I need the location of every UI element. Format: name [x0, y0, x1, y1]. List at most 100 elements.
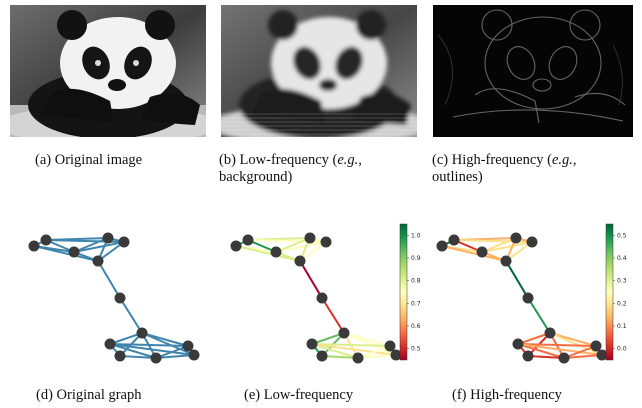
low-frequency-colorbar-label: 0.8 — [411, 278, 421, 285]
high-frequency-graph: 0.5 0.4 0.3 0.2 0.1 0.0 — [436, 223, 627, 364]
high-frequency-colorbar-label: 0.3 — [617, 278, 627, 285]
low-frequency-graph-node — [294, 255, 306, 267]
low-frequency-graph-node — [352, 352, 364, 364]
high-frequency-graph-edge — [517, 343, 597, 347]
original-graph-edge — [119, 297, 143, 334]
low-frequency-graph-node — [320, 236, 332, 248]
low-frequency-graph-edge — [311, 343, 397, 356]
original-graph-node — [102, 232, 114, 244]
original-graph-node — [150, 352, 162, 364]
high-frequency-graph-node — [500, 255, 512, 267]
caption-a: (a) Original image — [35, 152, 143, 168]
caption-b: (b) Low-frequency (e.g., background) — [219, 152, 431, 186]
caption-c-main: (c) High-frequency ( — [432, 152, 552, 168]
original-graph-node — [136, 327, 148, 339]
high-frequency-graph-node — [510, 232, 522, 244]
original-graph-edge — [119, 355, 157, 359]
original-graph-edge — [73, 241, 125, 253]
high-frequency-graph-edge — [441, 245, 507, 262]
original-graph-edge — [33, 245, 99, 262]
low-frequency-colorbar-label: 0.7 — [411, 300, 421, 307]
caption-c-tail: , — [572, 152, 577, 168]
high-frequency-graph-edge — [549, 332, 603, 356]
low-frequency-graph-edge — [311, 343, 359, 359]
original-graph-edge — [109, 332, 143, 345]
caption-d: (d) Original graph — [36, 387, 142, 403]
low-frequency-graph-edge — [357, 354, 397, 359]
caption-b-tail: , — [358, 152, 362, 168]
high-frequency-graph-edge — [505, 260, 529, 299]
high-frequency-graph-node — [526, 236, 538, 248]
original-graph — [28, 232, 200, 364]
high-frequency-graph-edge — [527, 355, 565, 359]
low-frequency-graph-edge — [321, 297, 345, 334]
high-frequency-graph-edge — [481, 241, 533, 253]
low-frequency-colorbar-label: 1.0 — [411, 232, 421, 239]
low-frequency-colorbar — [399, 223, 408, 361]
high-frequency-graph-edge — [517, 332, 551, 345]
low-frequency-graph-node — [304, 232, 316, 244]
high-frequency-graph-edge — [563, 345, 597, 359]
high-frequency-graph-node — [448, 234, 460, 246]
low-frequency-graph-node — [270, 246, 282, 258]
original-graph-node — [104, 338, 116, 350]
low-frequency-graph-edge — [343, 332, 397, 356]
high-frequency-graph-node — [596, 349, 608, 361]
low-frequency-graph: 1.0 0.9 0.8 0.7 0.6 0.5 — [230, 223, 421, 364]
original-graph-node — [68, 246, 80, 258]
caption-b-main: (b) Low-frequency ( — [219, 152, 338, 168]
original-graph-edge — [141, 332, 195, 356]
original-graph-edge — [155, 354, 195, 359]
caption-c-eg: e.g. — [551, 152, 573, 168]
original-graph-node — [188, 349, 200, 361]
low-frequency-colorbar-label: 0.6 — [411, 323, 421, 330]
high-frequency-colorbar-label: 0.1 — [617, 323, 627, 330]
low-frequency-colorbar-label: 0.9 — [411, 255, 421, 262]
caption-b-line2: background) — [219, 169, 293, 185]
caption-f: (f) High-frequency — [452, 387, 562, 403]
low-frequency-colorbar-label: 0.5 — [411, 346, 421, 353]
caption-c-line2: outlines) — [432, 169, 483, 185]
high-frequency-graph-node — [436, 240, 448, 252]
low-frequency-graph-edge — [275, 241, 327, 253]
original-graph-node — [40, 234, 52, 246]
original-image — [10, 5, 206, 137]
high-frequency-colorbar-label: 0.0 — [617, 346, 627, 353]
caption-c: (c) High-frequency (e.g., outlines) — [432, 152, 638, 186]
low-frequency-graph-edge — [321, 355, 359, 359]
caption-b-eg: e.g. — [337, 152, 359, 168]
original-graph-node — [28, 240, 40, 252]
high-frequency-colorbar-label: 0.5 — [617, 232, 627, 239]
high-frequency-colorbar-label: 0.4 — [617, 255, 627, 262]
low-frequency-graph-node — [316, 350, 328, 362]
low-frequency-graph-node — [338, 327, 350, 339]
original-graph-edge — [97, 260, 121, 299]
original-graph-edge — [155, 345, 189, 359]
original-graph-node — [118, 236, 130, 248]
low-frequency-graph-edge — [311, 332, 345, 345]
high-frequency-graph-node — [476, 246, 488, 258]
low-frequency-graph-edge — [235, 245, 301, 262]
high-frequency-graph-edge — [563, 354, 603, 359]
high-frequency-graph-node — [558, 352, 570, 364]
low-frequency-graph-edge — [311, 343, 391, 347]
high-frequency-graph-edge — [481, 237, 517, 253]
low-frequency-graph-node — [230, 240, 242, 252]
original-graph-edge — [109, 343, 157, 359]
high-frequency-graph-edge — [527, 297, 551, 334]
high-frequency-graph-node — [590, 340, 602, 352]
high-frequency-graph-edge — [517, 343, 565, 359]
low-frequency-graph-node — [316, 292, 328, 304]
high-frequency-graph-node — [544, 327, 556, 339]
original-graph-edge — [73, 237, 109, 253]
caption-e: (e) Low-frequency — [244, 387, 354, 403]
high-frequency-graph-node — [512, 338, 524, 350]
original-graph-node — [182, 340, 194, 352]
low-frequency-graph-edge — [357, 345, 391, 359]
high-frequency-colorbar — [605, 223, 614, 361]
low-frequency-graph-node — [384, 340, 396, 352]
original-graph-edge — [109, 343, 195, 356]
low-frequency-image — [221, 5, 417, 137]
low-frequency-graph-edge — [299, 260, 323, 299]
high-frequency-graph-node — [522, 350, 534, 362]
